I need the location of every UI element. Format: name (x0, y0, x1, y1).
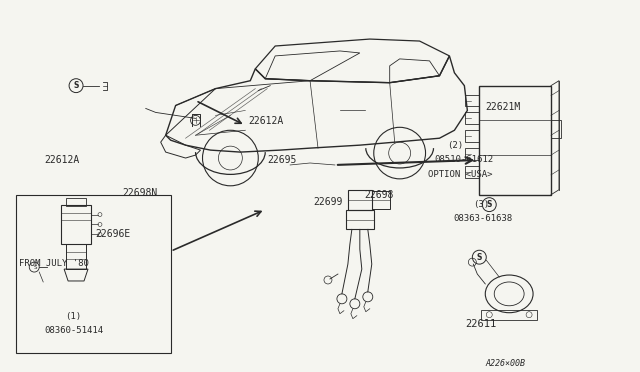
Bar (61, 205, 91, 244)
Bar (372, 191, 390, 209)
Bar (66, 244, 86, 269)
Text: 22698N: 22698N (122, 188, 157, 198)
Text: 22696E: 22696E (96, 229, 131, 239)
Text: S: S (74, 81, 79, 90)
Text: OPTION <USA>: OPTION <USA> (428, 170, 493, 179)
Text: 08363-61638: 08363-61638 (454, 215, 513, 224)
Text: (1): (1) (65, 312, 81, 321)
Bar (551, 121, 561, 138)
Text: S: S (477, 253, 482, 262)
Bar (465, 94, 479, 106)
Text: 22621M: 22621M (486, 102, 521, 112)
Text: A226×00B: A226×00B (486, 359, 525, 368)
Bar (346, 209, 374, 230)
Text: 08510-61612: 08510-61612 (435, 155, 494, 164)
Text: 22699: 22699 (314, 198, 343, 208)
Text: 22612A: 22612A (45, 155, 80, 165)
Bar (66, 198, 86, 206)
Text: 22698: 22698 (365, 190, 394, 200)
Text: 22611: 22611 (465, 319, 497, 329)
Bar (465, 148, 479, 160)
Bar (465, 112, 479, 124)
Bar (479, 86, 551, 195)
Text: (3): (3) (473, 200, 489, 209)
Text: 22612A: 22612A (248, 116, 284, 126)
Text: (2): (2) (447, 141, 463, 150)
Text: 08360-51414: 08360-51414 (45, 326, 104, 335)
Bar (348, 190, 372, 209)
Bar (17, 195, 171, 353)
Text: S: S (486, 200, 492, 209)
Text: FROM JULY '80: FROM JULY '80 (19, 259, 89, 268)
Bar (465, 130, 479, 142)
Bar (465, 166, 479, 178)
Text: S: S (33, 264, 37, 270)
Text: 22695: 22695 (268, 155, 297, 165)
Bar (481, 310, 537, 320)
